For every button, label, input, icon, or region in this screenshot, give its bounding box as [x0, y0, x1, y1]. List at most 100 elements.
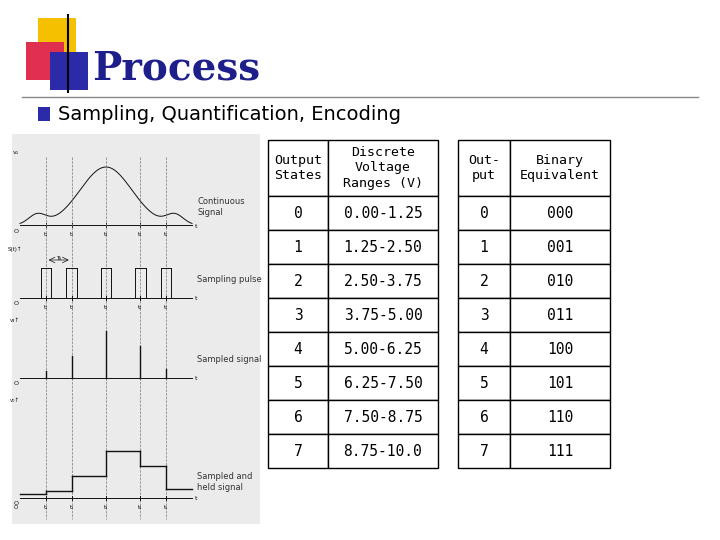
Text: t: t: [195, 376, 197, 381]
Text: 0: 0: [480, 206, 488, 220]
Text: Sampled signal: Sampled signal: [197, 355, 261, 364]
Bar: [328, 298, 438, 332]
Text: O: O: [14, 301, 19, 306]
Bar: [458, 434, 510, 468]
Text: 100: 100: [547, 341, 573, 356]
Bar: [328, 400, 438, 434]
Text: Sampled and
held signal: Sampled and held signal: [197, 472, 253, 492]
Text: t: t: [195, 224, 197, 228]
Text: t: t: [195, 296, 197, 301]
Bar: [50, 52, 88, 90]
Bar: [268, 264, 328, 298]
Text: t₄: t₄: [138, 232, 143, 237]
Text: Output
States: Output States: [274, 154, 322, 182]
Text: 3.75-5.00: 3.75-5.00: [343, 307, 423, 322]
Bar: [328, 140, 438, 196]
Text: 8.75-10.0: 8.75-10.0: [343, 443, 423, 458]
Text: 011: 011: [547, 307, 573, 322]
Text: t: t: [195, 496, 197, 502]
Bar: [38, 18, 76, 56]
Bar: [510, 140, 610, 196]
Text: Ts: Ts: [56, 256, 61, 261]
Text: t₁: t₁: [44, 305, 48, 310]
Text: t₃: t₃: [104, 305, 108, 310]
Bar: [510, 400, 610, 434]
Text: 010: 010: [547, 273, 573, 288]
Bar: [328, 196, 438, 230]
Bar: [268, 298, 328, 332]
Text: v₁: v₁: [13, 150, 19, 154]
Text: Binary
Equivalent: Binary Equivalent: [520, 154, 600, 182]
Text: t₅: t₅: [164, 305, 168, 310]
Text: 4: 4: [480, 341, 488, 356]
Bar: [510, 332, 610, 366]
Text: 3: 3: [294, 307, 302, 322]
Text: t₄: t₄: [138, 305, 143, 310]
Text: 0: 0: [294, 206, 302, 220]
Bar: [458, 140, 510, 196]
Bar: [268, 332, 328, 366]
Bar: [510, 230, 610, 264]
Text: Discrete
Voltage
Ranges (V): Discrete Voltage Ranges (V): [343, 146, 423, 190]
Bar: [268, 434, 328, 468]
Bar: [510, 434, 610, 468]
Text: 0.00-1.25: 0.00-1.25: [343, 206, 423, 220]
Text: 2.50-3.75: 2.50-3.75: [343, 273, 423, 288]
Text: 000: 000: [547, 206, 573, 220]
Text: t₁: t₁: [44, 232, 48, 237]
Text: 6.25-7.50: 6.25-7.50: [343, 375, 423, 390]
Text: Sampling pulse: Sampling pulse: [197, 275, 262, 285]
Bar: [510, 264, 610, 298]
Text: t₅: t₅: [164, 505, 168, 510]
Bar: [328, 230, 438, 264]
Text: 2: 2: [294, 273, 302, 288]
Text: 111: 111: [547, 443, 573, 458]
Text: O: O: [14, 229, 19, 234]
Text: Continuous
Signal: Continuous Signal: [197, 197, 245, 217]
Bar: [268, 400, 328, 434]
Text: 5: 5: [294, 375, 302, 390]
Text: Process: Process: [92, 49, 260, 87]
Bar: [328, 366, 438, 400]
Bar: [268, 196, 328, 230]
Bar: [268, 230, 328, 264]
Bar: [458, 400, 510, 434]
Text: 5: 5: [480, 375, 488, 390]
Bar: [458, 298, 510, 332]
Bar: [328, 264, 438, 298]
Text: 101: 101: [547, 375, 573, 390]
Text: v₀↑: v₀↑: [10, 397, 20, 402]
Bar: [510, 298, 610, 332]
Text: Sampling, Quantification, Encoding: Sampling, Quantification, Encoding: [58, 105, 401, 125]
Text: t₂: t₂: [69, 232, 73, 237]
Text: 001: 001: [547, 240, 573, 254]
Text: 3: 3: [480, 307, 488, 322]
Text: S(t)↑: S(t)↑: [8, 246, 22, 252]
Bar: [458, 196, 510, 230]
Bar: [268, 140, 328, 196]
Bar: [458, 230, 510, 264]
Text: t₅: t₅: [164, 232, 168, 237]
Text: 1: 1: [294, 240, 302, 254]
Text: t₁: t₁: [44, 505, 48, 510]
Text: t₃: t₃: [104, 232, 108, 237]
Text: 7: 7: [480, 443, 488, 458]
Bar: [458, 366, 510, 400]
Bar: [510, 366, 610, 400]
Text: 5.00-6.25: 5.00-6.25: [343, 341, 423, 356]
Text: Out-
put: Out- put: [468, 154, 500, 182]
Text: 6: 6: [294, 409, 302, 424]
Text: 1: 1: [480, 240, 488, 254]
Bar: [26, 42, 64, 80]
Text: 2: 2: [480, 273, 488, 288]
Text: 4: 4: [294, 341, 302, 356]
Bar: [328, 332, 438, 366]
Text: 1.25-2.50: 1.25-2.50: [343, 240, 423, 254]
Text: 6: 6: [480, 409, 488, 424]
Bar: [268, 366, 328, 400]
Text: O: O: [14, 381, 19, 386]
Text: t₄: t₄: [138, 505, 143, 510]
Text: t₂: t₂: [69, 505, 73, 510]
Bar: [458, 332, 510, 366]
Text: 7: 7: [294, 443, 302, 458]
